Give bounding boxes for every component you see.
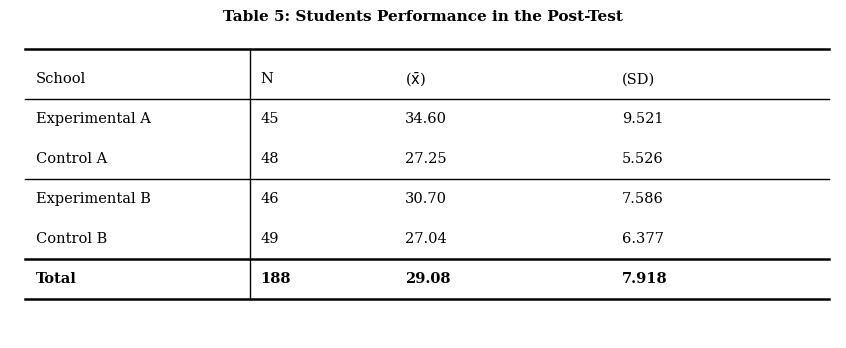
Text: 5.526: 5.526 [623, 152, 664, 166]
Text: School: School [36, 72, 85, 86]
Text: 27.04: 27.04 [405, 232, 447, 246]
Text: 34.60: 34.60 [405, 112, 448, 126]
Text: Table 5: Students Performance in the Post-Test: Table 5: Students Performance in the Pos… [223, 10, 623, 24]
Text: 45: 45 [261, 112, 279, 126]
Text: 188: 188 [261, 272, 291, 286]
Text: Experimental B: Experimental B [36, 192, 151, 206]
Text: 9.521: 9.521 [623, 112, 664, 126]
Text: 6.377: 6.377 [623, 232, 664, 246]
Text: Total: Total [36, 272, 76, 286]
Text: ($\bar{\mathrm{x}}$): ($\bar{\mathrm{x}}$) [405, 70, 426, 88]
Text: 48: 48 [261, 152, 279, 166]
Text: 30.70: 30.70 [405, 192, 448, 206]
Text: Experimental A: Experimental A [36, 112, 151, 126]
Text: 7.918: 7.918 [623, 272, 667, 286]
Text: 29.08: 29.08 [405, 272, 451, 286]
Text: 49: 49 [261, 232, 279, 246]
Text: 46: 46 [261, 192, 279, 206]
Text: 7.586: 7.586 [623, 192, 664, 206]
Text: 27.25: 27.25 [405, 152, 447, 166]
Text: (SD): (SD) [623, 72, 656, 86]
Text: Control A: Control A [36, 152, 107, 166]
Text: N: N [261, 72, 273, 86]
Text: Control B: Control B [36, 232, 107, 246]
